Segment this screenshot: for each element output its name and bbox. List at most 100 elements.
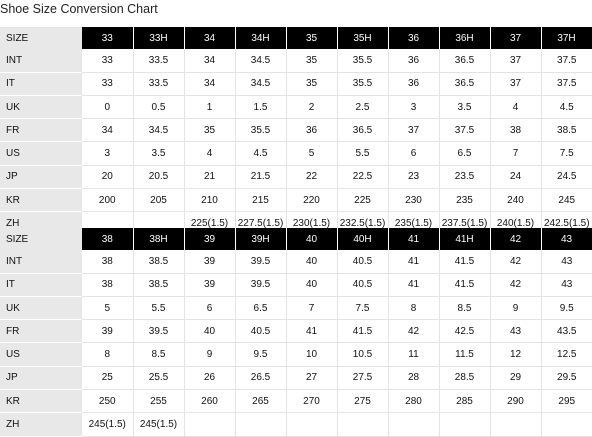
table-cell: 3.5 xyxy=(439,95,491,120)
size-header-cell: 36 xyxy=(388,27,440,50)
row-label: ZH xyxy=(0,412,82,437)
table-cell: 25 xyxy=(82,366,134,391)
size-header-cell: 40H xyxy=(337,228,389,251)
table-cell: 29 xyxy=(490,366,542,391)
table-cell: 11.5 xyxy=(439,342,491,367)
table-cell: 230 xyxy=(388,188,440,213)
table-cell: 37.5 xyxy=(541,72,592,96)
table-cell: 7.5 xyxy=(541,141,592,166)
size-header-cell: 36H xyxy=(439,27,491,50)
table-cell: 9.5 xyxy=(235,342,287,367)
table-cell: 285 xyxy=(439,389,491,414)
table-cell: 295 xyxy=(541,389,592,414)
size-header-cell: 35 xyxy=(286,27,338,50)
table-cell: 38 xyxy=(490,118,542,143)
table-cell: 5 xyxy=(82,296,134,321)
table-cell: 43 xyxy=(490,319,542,344)
table-cell: 5 xyxy=(286,141,338,166)
table-cell: 6.5 xyxy=(439,141,491,166)
row-label: INT xyxy=(0,49,82,73)
table-row: JP 20 20.5 21 21.5 22 22.5 23 23.5 24 24.5 xyxy=(0,165,592,190)
table-cell: 34.5 xyxy=(133,118,185,143)
table-cell: 4 xyxy=(184,141,236,166)
table-cell: 41 xyxy=(286,319,338,344)
table-cell: 25.5 xyxy=(133,366,185,391)
table-cell: 35.5 xyxy=(337,72,389,96)
table-row: IT 38 38.5 39 39.5 40 40.5 41 41.5 42 43 xyxy=(0,273,592,297)
size-header-row: SIZE 38 38H 39 39H 40 40H 41 41H 42 43 xyxy=(0,228,592,251)
row-label: US xyxy=(0,342,82,367)
table-cell xyxy=(541,412,592,437)
table-cell: 40.5 xyxy=(337,273,389,297)
table-cell: 40 xyxy=(184,319,236,344)
table-cell: 3 xyxy=(388,95,440,120)
table-cell: 38.5 xyxy=(541,118,592,143)
table-cell: 8.5 xyxy=(133,342,185,367)
table-cell: 36 xyxy=(388,72,440,96)
table-cell: 36.5 xyxy=(337,118,389,143)
table-cell: 250 xyxy=(82,389,134,414)
table-cell: 26.5 xyxy=(235,366,287,391)
table-cell: 255 xyxy=(133,389,185,414)
table-cell: 24 xyxy=(490,165,542,190)
row-label: KR xyxy=(0,389,82,414)
table-row: INT 38 38.5 39 39.5 40 40.5 41 41.5 42 43 xyxy=(0,250,592,274)
table-cell: 9 xyxy=(490,296,542,321)
table-cell: 240 xyxy=(490,188,542,213)
table-cell: 42 xyxy=(490,250,542,274)
size-header-cell: 42 xyxy=(490,228,542,251)
table-cell: 9.5 xyxy=(541,296,592,321)
table-cell: 6 xyxy=(184,296,236,321)
table-cell: 245(1.5) xyxy=(133,412,185,437)
size-header-label: SIZE xyxy=(0,27,82,50)
table-cell: 0.5 xyxy=(133,95,185,120)
table-row: KR 250 255 260 265 270 275 280 285 290 295 xyxy=(0,389,592,414)
table-cell: 205 xyxy=(133,188,185,213)
table-row: US 8 8.5 9 9.5 10 10.5 11 11.5 12 12.5 xyxy=(0,342,592,367)
table-cell: 280 xyxy=(388,389,440,414)
table-cell: 42 xyxy=(490,273,542,297)
row-label: JP xyxy=(0,366,82,391)
table-cell: 265 xyxy=(235,389,287,414)
table-cell: 41.5 xyxy=(439,273,491,297)
table-cell: 33.5 xyxy=(133,49,185,73)
table-cell: 36 xyxy=(388,49,440,73)
table-cell: 9 xyxy=(184,342,236,367)
table-cell: 24.5 xyxy=(541,165,592,190)
table-cell: 41.5 xyxy=(337,319,389,344)
table-cell: 39 xyxy=(184,250,236,274)
table-cell: 36.5 xyxy=(439,49,491,73)
table-cell: 5.5 xyxy=(133,296,185,321)
table-cell: 270 xyxy=(286,389,338,414)
table-cell: 21 xyxy=(184,165,236,190)
table-cell: 27.5 xyxy=(337,366,389,391)
size-header-cell: 38 xyxy=(82,228,134,251)
size-conversion-table-1: SIZE 33 33H 34 34H 35 35H 36 36H 37 37H INT 33 33.5 34… xyxy=(0,27,592,236)
row-label: US xyxy=(0,141,82,166)
table-cell: 43 xyxy=(541,273,592,297)
table-cell: 7 xyxy=(286,296,338,321)
table-row: ZH 245(1.5) 245(1.5) xyxy=(0,412,592,437)
table-cell: 41 xyxy=(388,250,440,274)
table-cell: 38.5 xyxy=(133,273,185,297)
table-cell: 20.5 xyxy=(133,165,185,190)
table-cell: 36 xyxy=(286,118,338,143)
table-cell: 210 xyxy=(184,188,236,213)
table-row: UK 5 5.5 6 6.5 7 7.5 8 8.5 9 9.5 xyxy=(0,296,592,321)
table-cell: 29.5 xyxy=(541,366,592,391)
page-title: Shoe Size Conversion Chart xyxy=(0,2,158,16)
table-cell: 4.5 xyxy=(541,95,592,120)
table-cell: 7 xyxy=(490,141,542,166)
table-cell: 33 xyxy=(82,49,134,73)
table-cell xyxy=(184,412,236,437)
table-cell: 35.5 xyxy=(337,49,389,73)
table-cell: 39.5 xyxy=(235,250,287,274)
table-cell: 40.5 xyxy=(337,250,389,274)
table-cell xyxy=(286,412,338,437)
table-cell: 28.5 xyxy=(439,366,491,391)
table-cell: 35.5 xyxy=(235,118,287,143)
size-header-cell: 39H xyxy=(235,228,287,251)
table-cell: 26 xyxy=(184,366,236,391)
row-label: KR xyxy=(0,188,82,213)
table-cell: 42 xyxy=(388,319,440,344)
